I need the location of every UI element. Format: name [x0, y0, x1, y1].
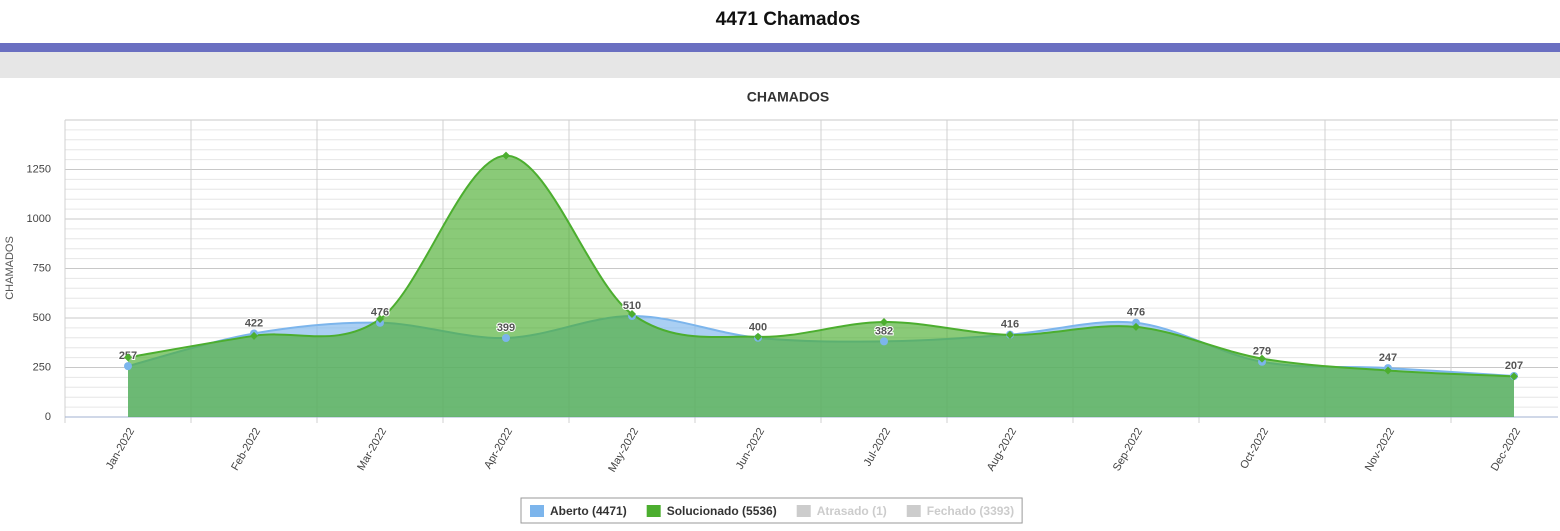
- marker: [754, 332, 762, 341]
- page-title: 4471 Chamados: [716, 9, 861, 30]
- marker: [502, 333, 510, 342]
- legend-swatch: [530, 505, 544, 517]
- y-axis-label: CHAMADOS: [4, 236, 16, 300]
- data-label: 416: [1001, 319, 1019, 331]
- legend-item[interactable]: Fechado (3393): [906, 504, 1014, 518]
- data-label: 382: [875, 325, 893, 337]
- y-tick-label: 1000: [27, 213, 51, 225]
- x-tick-label: Apr-2022: [482, 426, 515, 471]
- x-tick-label: Jun-2022: [734, 426, 767, 472]
- y-tick-label: 250: [33, 361, 51, 373]
- legend-label: Atrasado (1): [817, 504, 887, 518]
- data-label: 422: [245, 317, 263, 329]
- legend-label: Fechado (3393): [927, 504, 1014, 518]
- toolbar: [0, 52, 1560, 78]
- y-tick-label: 1250: [27, 163, 51, 175]
- data-label: 247: [1379, 352, 1397, 364]
- data-label: 476: [1127, 307, 1145, 319]
- x-tick-label: Jan-2022: [104, 426, 137, 472]
- x-tick-label: Oct-2022: [1238, 426, 1271, 471]
- legend-swatch: [906, 505, 921, 517]
- marker: [124, 353, 132, 362]
- x-tick-label: Aug-2022: [985, 426, 1019, 473]
- marker: [1132, 318, 1140, 327]
- legend-label: Aberto (4471): [550, 504, 627, 518]
- marker: [502, 151, 510, 160]
- data-label: 510: [623, 300, 641, 312]
- x-tick-label: Sep-2022: [1111, 426, 1145, 473]
- x-tick-label: May-2022: [606, 426, 641, 474]
- header-bar: [0, 43, 1560, 52]
- marker: [376, 314, 384, 323]
- legend-swatch: [646, 505, 661, 517]
- marker: [1384, 366, 1392, 375]
- legend-item[interactable]: Aberto (4471): [530, 504, 627, 518]
- x-tick-label: Dec-2022: [1489, 426, 1523, 473]
- legend-box: [520, 497, 1023, 524]
- data-label: 476: [371, 307, 389, 319]
- marker: [250, 331, 258, 340]
- marker: [880, 337, 888, 346]
- area: [128, 155, 1514, 418]
- marker: [1132, 322, 1140, 331]
- marker: [1006, 330, 1014, 339]
- y-tick-label: 0: [45, 411, 51, 423]
- marker: [124, 362, 132, 371]
- legend-item[interactable]: Solucionado (5536): [646, 504, 777, 518]
- marker: [1510, 372, 1518, 381]
- marker: [880, 317, 888, 326]
- legend: Aberto (4471) Solucionado (5536) Atrasado …: [520, 497, 1023, 524]
- data-label: 400: [749, 322, 767, 334]
- marker: [628, 310, 636, 319]
- y-tick-label: 750: [33, 262, 51, 274]
- data-label: 279: [1253, 346, 1271, 358]
- menu-icon[interactable]: ⋮: [1557, 90, 1560, 106]
- data-label: 399: [497, 322, 515, 334]
- y-tick-label: 500: [33, 312, 51, 324]
- x-tick-label: Jul-2022: [862, 426, 893, 469]
- chart-title: CHAMADOS: [747, 89, 829, 105]
- x-tick-label: Nov-2022: [1363, 426, 1397, 473]
- x-tick-label: Feb-2022: [229, 426, 263, 473]
- legend-label: Solucionado (5536): [667, 504, 777, 518]
- data-label: 207: [1505, 360, 1523, 372]
- x-tick-label: Mar-2022: [355, 426, 389, 473]
- legend-item[interactable]: Atrasado (1): [796, 504, 887, 518]
- marker: [1258, 354, 1266, 363]
- legend-swatch: [796, 505, 811, 517]
